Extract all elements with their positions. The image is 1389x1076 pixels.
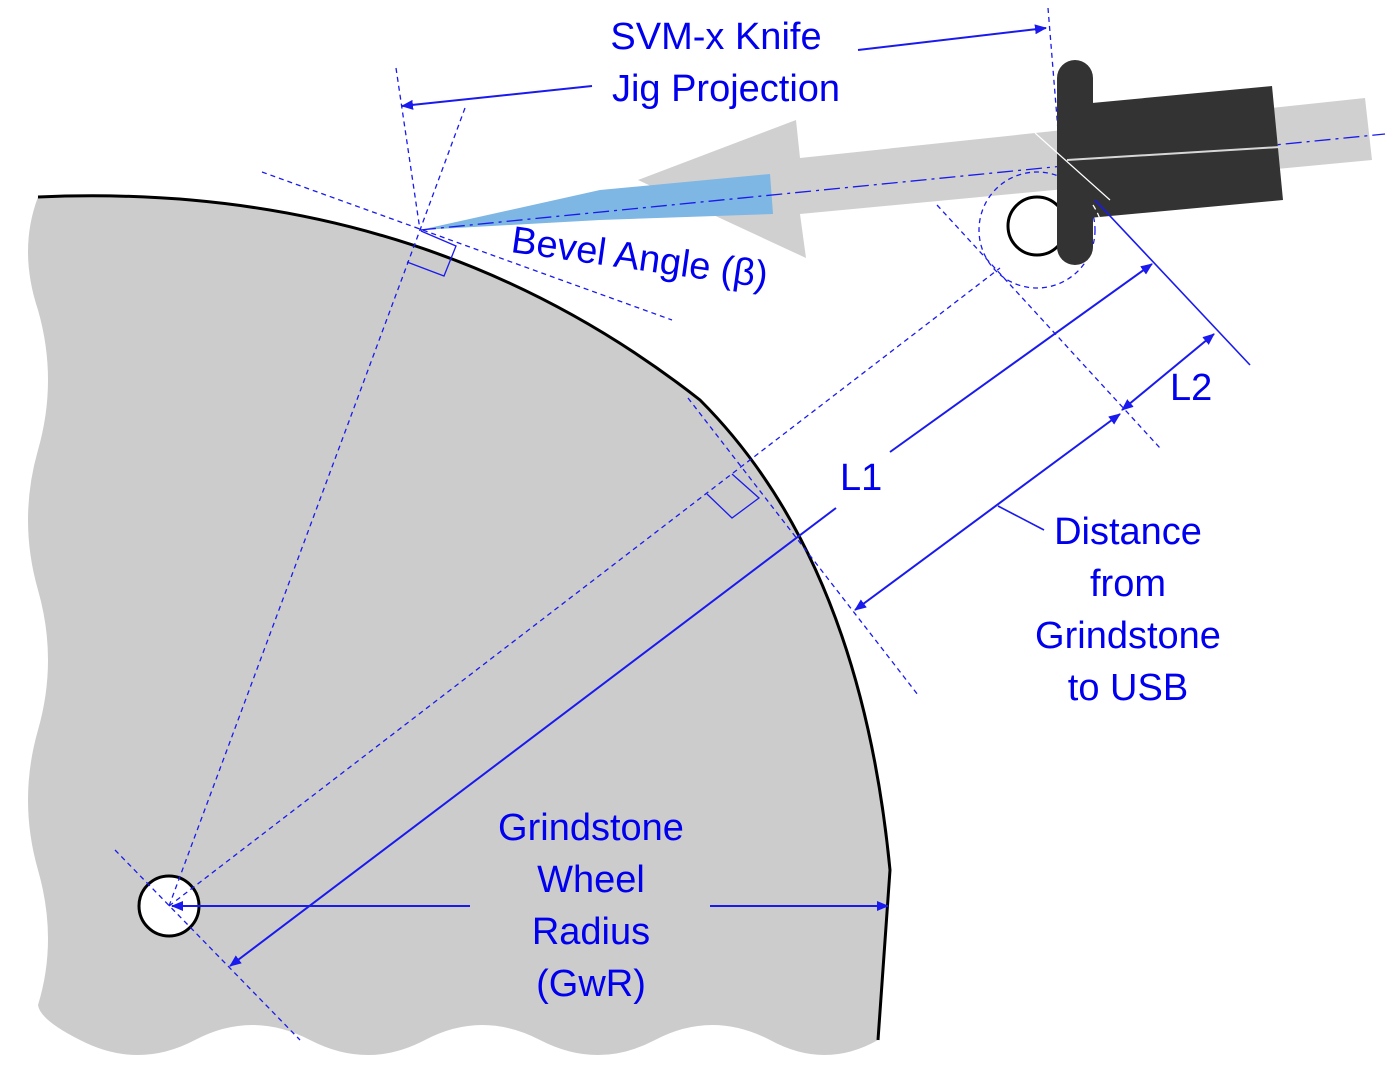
- usb-distance-leader: [997, 505, 1045, 531]
- jig-projection-arrow-right: [857, 24, 1047, 51]
- radius-to-contact-line: [168, 229, 421, 907]
- jig-end-reference-line: [1094, 199, 1251, 366]
- usb-distance-label-line1: Distance: [1054, 511, 1202, 553]
- tangent-line-top: [261, 171, 673, 321]
- jig-projection-arrow-left: [401, 85, 593, 110]
- bevel-angle-label: Bevel Angle (β): [509, 219, 771, 297]
- radius-to-usb-line: [168, 267, 1001, 907]
- wheel-radius-label-line3: Radius: [532, 911, 650, 953]
- wheel-radius-label-line2: Wheel: [537, 859, 645, 901]
- knife-blade: [420, 174, 773, 230]
- l2-label: L2: [1170, 367, 1212, 409]
- usb-distance-label-line3: Grindstone: [1035, 615, 1221, 657]
- jig-clamp-pin-dash: [1092, 204, 1104, 259]
- jig-clamp-highlight: [1066, 146, 1281, 161]
- wheel-radius-label-line4: (GwR): [536, 963, 646, 1005]
- usb-distance-label-line4: to USB: [1068, 667, 1188, 709]
- usb-guide-circle: [978, 171, 1096, 289]
- l1-dimension-arrow-upper: [889, 263, 1153, 453]
- wheel-radius-label-line1: Grindstone: [498, 807, 684, 849]
- wheel-rim: [37, 194, 892, 1041]
- jig-clamp-pin: [1057, 60, 1093, 265]
- grindstone-wheel: [28, 195, 890, 1056]
- jig-projection-label-line2: Jig Projection: [612, 68, 840, 110]
- jig-projection-guide-left-a: [395, 67, 421, 231]
- l1-label: L1: [840, 457, 882, 499]
- axle-perpendicular-line: [114, 849, 301, 1041]
- right-angle-marker-mid: [706, 473, 761, 519]
- jig-projection-guide-left-b: [419, 107, 466, 231]
- l1-dimension-arrow-lower: [229, 507, 837, 967]
- jig-clamp-edge: [1034, 132, 1111, 201]
- usb-distance-arrow: [854, 413, 1121, 611]
- jig-projection-label-line1: SVM-x Knife: [610, 16, 821, 58]
- jig-projection-guide-right: [1047, 7, 1061, 156]
- l2-dimension-arrow: [1121, 333, 1215, 411]
- usb-distance-label-line2: from: [1090, 563, 1166, 605]
- right-angle-marker-top: [406, 230, 457, 277]
